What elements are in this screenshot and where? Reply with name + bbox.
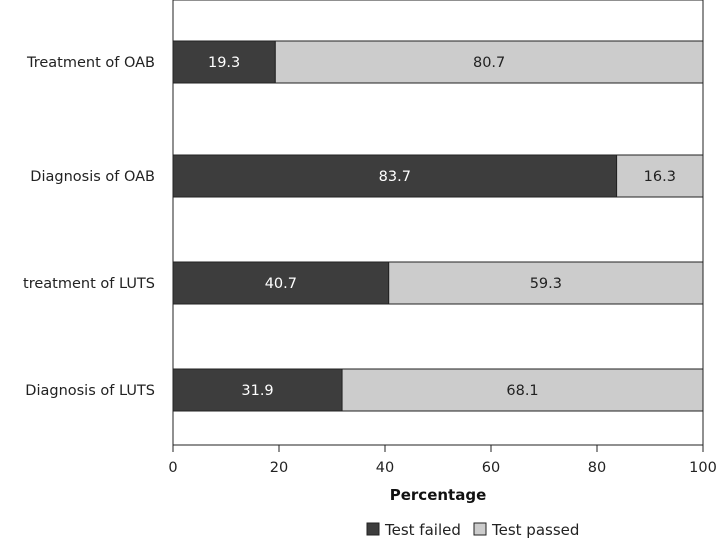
plot-frame — [172, 0, 704, 446]
category-labels: Treatment of OAB Diagnosis of OAB treatmen… — [23, 55, 155, 399]
legend-label: Test passed — [491, 521, 579, 539]
bar-passed-0 — [274, 40, 704, 84]
bar-value-label: 68.1 — [506, 383, 538, 399]
bar-passed-3 — [341, 368, 704, 412]
x-tick-label: 80 — [588, 460, 606, 476]
bar-value-label: 83.7 — [379, 169, 411, 185]
bars-group: 19.3 80.7 83.7 16.3 40.7 59.3 31.9 68.1 — [172, 40, 704, 412]
category-label: treatment of LUTS — [23, 276, 155, 292]
bar-value-label: 19.3 — [208, 55, 240, 71]
x-tick-label: 100 — [689, 460, 717, 476]
x-axis-title: Percentage — [390, 486, 487, 504]
legend-swatch-passed — [473, 522, 487, 536]
bar-value-label: 80.7 — [473, 55, 505, 71]
legend-swatch-failed — [366, 522, 380, 536]
category-label: Diagnosis of LUTS — [25, 383, 155, 399]
x-tick-label: 0 — [168, 460, 177, 476]
x-axis-ticks: 0 20 40 60 80 100 — [168, 445, 717, 476]
bar-value-label: 16.3 — [644, 169, 676, 185]
legend-label: Test failed — [384, 521, 461, 539]
bar-passed-1 — [616, 154, 704, 198]
legend: Test failed Test passed — [366, 521, 579, 539]
bar-value-label: 59.3 — [530, 276, 562, 292]
category-label: Treatment of OAB — [26, 55, 155, 71]
x-tick-label: 40 — [376, 460, 394, 476]
x-tick-label: 20 — [270, 460, 288, 476]
category-label: Diagnosis of OAB — [30, 169, 155, 185]
bar-passed-2 — [388, 261, 704, 305]
bar-failed-1 — [172, 154, 618, 198]
bar-value-label: 31.9 — [241, 383, 273, 399]
bar-value-label: 40.7 — [265, 276, 297, 292]
x-tick-label: 60 — [482, 460, 500, 476]
